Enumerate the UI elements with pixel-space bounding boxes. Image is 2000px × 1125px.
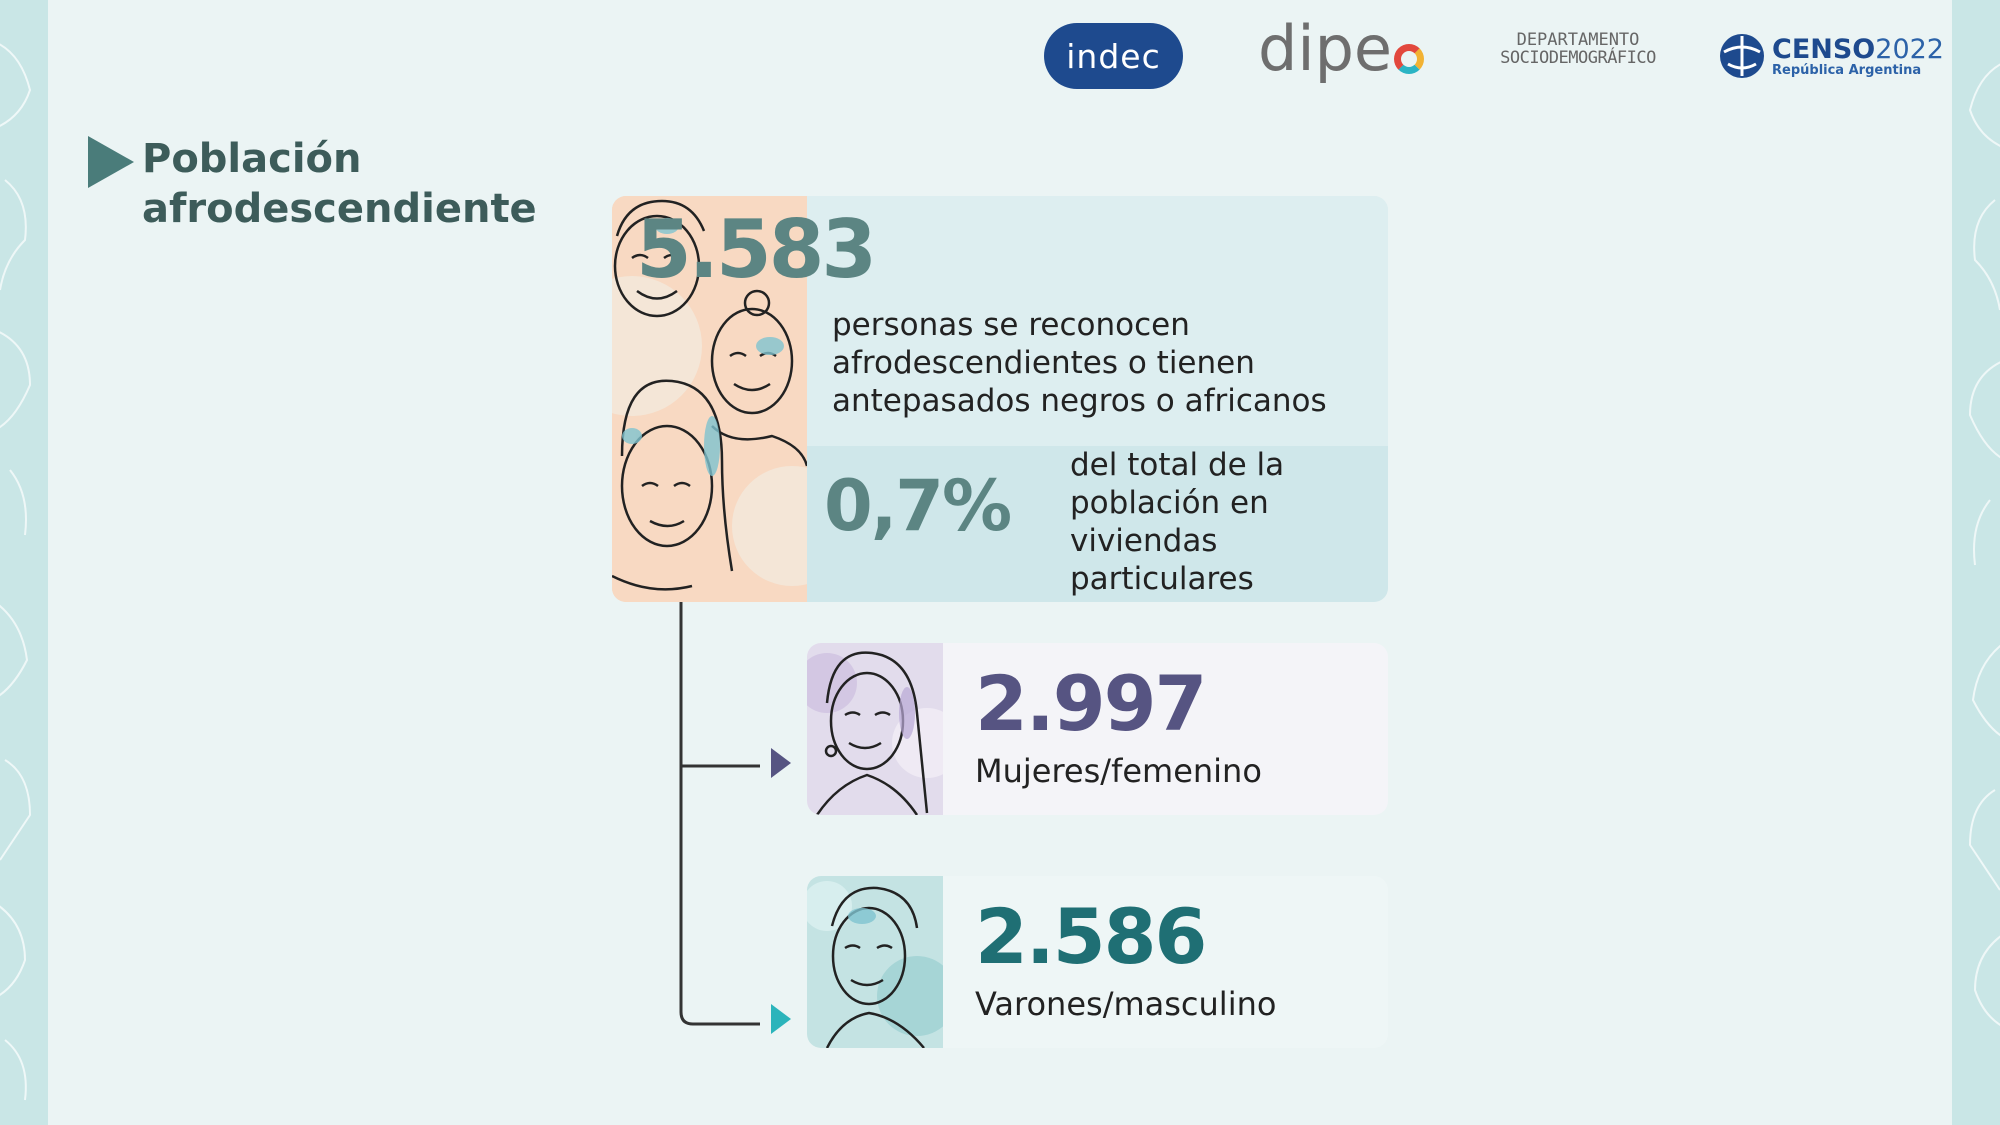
total-section bbox=[807, 196, 1388, 446]
page-title: Población afrodescendiente bbox=[142, 134, 562, 234]
dipec-logo: dipe bbox=[1258, 12, 1425, 98]
men-arrow-icon bbox=[771, 1004, 791, 1034]
dipec-ring-icon bbox=[1394, 44, 1425, 74]
left-decorative-strip bbox=[0, 0, 48, 1125]
percent-section bbox=[807, 446, 1388, 602]
total-population-description: personas se reconocen afrodescendientes … bbox=[832, 307, 1327, 419]
population-percent-description: del total de la población en viviendas p… bbox=[1070, 447, 1285, 597]
page-title-line1: Población bbox=[142, 136, 362, 182]
censo-subtitle: República Argentina bbox=[1772, 62, 1922, 78]
title-triangle-icon bbox=[88, 136, 134, 188]
men-count: 2.586 bbox=[975, 892, 1207, 981]
right-decorative-strip bbox=[1952, 0, 2000, 1125]
men-label: Varones/masculino bbox=[975, 985, 1277, 1023]
departamento-line2: SOCIODEMOGRÁFICO bbox=[1500, 47, 1656, 68]
dipec-logo-text: dipe bbox=[1258, 12, 1393, 85]
women-arrow-icon bbox=[771, 748, 791, 778]
women-card: 2.997 Mujeres/femenino bbox=[807, 643, 1388, 815]
population-percent: 0,7% bbox=[824, 465, 1012, 547]
departamento-line1: DEPARTAMENTO bbox=[1516, 30, 1640, 50]
woman-portrait-illustration bbox=[807, 643, 962, 815]
censo-globe-icon bbox=[1720, 34, 1764, 78]
censo-word: CENSO bbox=[1772, 33, 1876, 65]
women-label: Mujeres/femenino bbox=[975, 752, 1262, 790]
women-count: 2.997 bbox=[975, 659, 1207, 748]
total-population-card bbox=[612, 196, 1388, 602]
man-portrait-illustration bbox=[807, 876, 957, 1048]
indec-logo: indec bbox=[1044, 23, 1183, 89]
men-card: 2.586 Varones/masculino bbox=[807, 876, 1388, 1048]
departamento-sociodemografico-logo: DEPARTAMENTO SOCIODEMOGRÁFICO bbox=[1492, 30, 1664, 68]
page-title-line2: afrodescendiente bbox=[142, 186, 537, 232]
censo-2022-logo: CENSO2022 República Argentina bbox=[1718, 32, 1944, 80]
censo-year: 2022 bbox=[1875, 33, 1944, 65]
total-population-number: 5.583 bbox=[636, 203, 877, 296]
